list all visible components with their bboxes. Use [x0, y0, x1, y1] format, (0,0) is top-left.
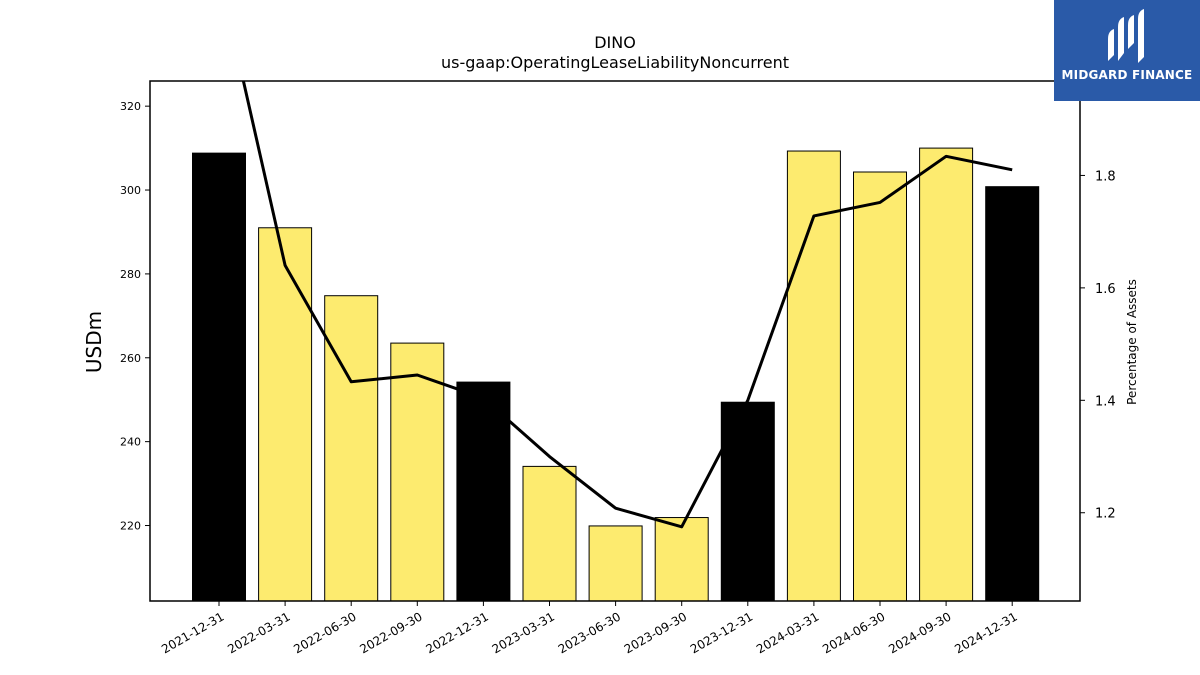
- bar-2023-06-30: [588, 525, 643, 601]
- bar-2023-09-30: [654, 517, 709, 601]
- bar-2024-12-31: [985, 186, 1040, 601]
- y-tick-label: 280: [120, 268, 141, 281]
- x-tick-label: 2022-06-30: [291, 609, 358, 656]
- x-tick-label: 2023-09-30: [622, 609, 689, 656]
- y-axis-label: USDm: [82, 311, 106, 373]
- y2-tick-label: 1.2: [1095, 507, 1116, 522]
- bar-2022-03-31: [258, 227, 313, 601]
- y2-tick-label: 1.6: [1095, 282, 1116, 297]
- bar-2024-09-30: [919, 147, 974, 601]
- y-tick-label: 300: [120, 184, 141, 197]
- plot-frame: [149, 80, 1081, 602]
- x-tick-label: 2024-09-30: [886, 609, 953, 656]
- brand-logo: MIDGARD FINANCE: [1054, 0, 1200, 101]
- line-layer: [241, 81, 1013, 529]
- bar-2024-03-31: [786, 150, 841, 601]
- y-tick-label: 220: [120, 520, 141, 533]
- y2-tick-label: 1.8: [1095, 169, 1116, 184]
- bar-2022-12-31: [456, 381, 511, 601]
- logo-text: MIDGARD FINANCE: [1061, 68, 1193, 82]
- chart-subtitle: us-gaap:OperatingLeaseLiabilityNoncurren…: [441, 53, 789, 72]
- x-tick-label: 2024-03-31: [754, 609, 821, 656]
- x-tick-label: 2023-03-31: [490, 609, 557, 656]
- percentage-of-assets-line: [241, 81, 1013, 529]
- x-tick-label: 2022-09-30: [357, 609, 424, 656]
- x-tick-label: 2021-12-31: [159, 609, 226, 656]
- bar-2023-12-31: [720, 401, 775, 601]
- logo-mark-icon: [1108, 9, 1144, 63]
- bar-2022-06-30: [324, 295, 379, 601]
- bar-2021-12-31: [192, 152, 246, 601]
- x-tick-label: 2023-06-30: [556, 609, 623, 656]
- x-tick-label: 2024-06-30: [820, 609, 887, 656]
- y-tick-label: 260: [120, 352, 141, 365]
- chart-title: DINO: [594, 33, 636, 52]
- y-tick-label: 320: [120, 100, 141, 113]
- y-tick-label: 240: [120, 436, 141, 449]
- x-tick-label: 2023-12-31: [688, 609, 755, 656]
- x-tick-label: 2022-12-31: [423, 609, 490, 656]
- x-tick-label: 2024-12-31: [952, 609, 1019, 656]
- y2-tick-label: 1.4: [1095, 394, 1116, 409]
- bar-2024-06-30: [853, 171, 907, 601]
- bar-2023-03-31: [522, 465, 577, 601]
- bar-2022-09-30: [390, 342, 445, 601]
- bars-layer: [192, 147, 1040, 601]
- x-tick-label: 2022-03-31: [225, 609, 292, 656]
- y2-axis-label: Percentage of Assets: [1125, 279, 1139, 405]
